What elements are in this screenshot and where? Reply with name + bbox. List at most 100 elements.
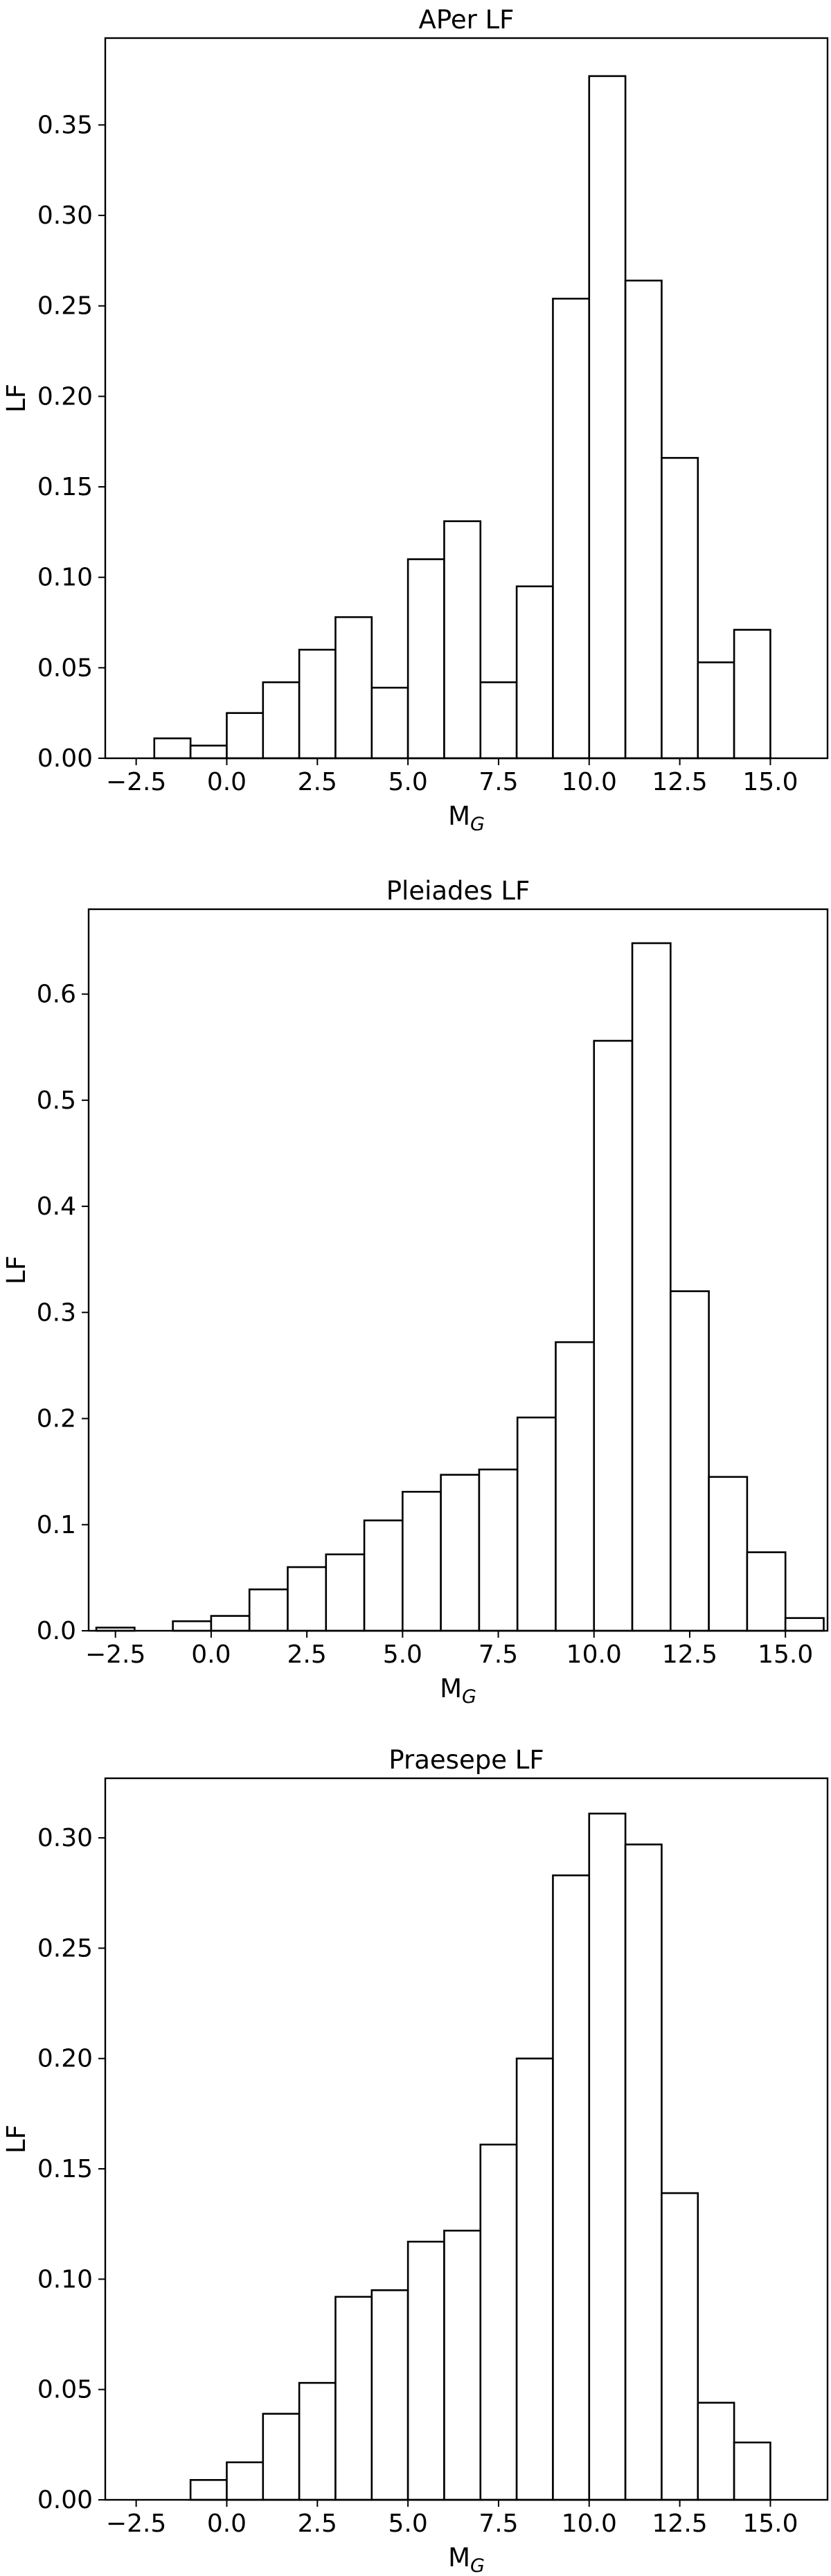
histogram-bar xyxy=(697,2401,735,2501)
x-axis-label: MG xyxy=(440,1674,476,1708)
histogram-bar xyxy=(210,1615,251,1632)
histogram-bar xyxy=(298,648,337,760)
histogram-bar xyxy=(593,1039,634,1632)
x-axis-label: MG xyxy=(448,2543,485,2576)
histogram-bar xyxy=(334,616,373,760)
x-tick-label: 7.5 xyxy=(479,2510,518,2538)
histogram-bar xyxy=(478,1468,519,1632)
histogram-bar xyxy=(406,558,445,760)
histogram-bar xyxy=(708,1476,749,1632)
y-tick-label: 0.05 xyxy=(37,654,93,682)
y-tick-label: 0.25 xyxy=(37,1934,93,1962)
histogram-bar xyxy=(248,1588,289,1632)
histogram-bar xyxy=(440,1474,481,1632)
histogram-bar xyxy=(631,942,672,1632)
y-tick-label: 0.00 xyxy=(37,2486,93,2514)
y-tick-label: 0.30 xyxy=(37,202,93,230)
x-tick-label: 5.0 xyxy=(383,1640,422,1669)
histogram-bar xyxy=(153,737,192,760)
y-axis-label: LF xyxy=(1,2125,31,2154)
x-tick-label: 10.0 xyxy=(566,1640,622,1669)
histogram-bar xyxy=(262,2413,301,2501)
histogram-bar xyxy=(402,1490,442,1632)
y-tick-label: 0.0 xyxy=(37,1617,76,1645)
x-tick-label: 0.0 xyxy=(207,768,247,796)
histogram-bar xyxy=(746,1551,787,1632)
histogram-bar xyxy=(189,2479,228,2501)
histogram-bar xyxy=(733,2441,771,2501)
x-tick-label: 10.0 xyxy=(562,2510,617,2538)
x-tick-label: −2.5 xyxy=(85,1640,145,1669)
x-tick-label: 15.0 xyxy=(742,2510,798,2538)
y-tick-label: 0.4 xyxy=(37,1192,76,1221)
y-tick-label: 0.05 xyxy=(37,2376,93,2404)
x-tick-label: 2.5 xyxy=(298,2510,337,2538)
histogram-bar xyxy=(624,279,663,760)
x-tick-label: −2.5 xyxy=(106,2510,166,2538)
histogram-bar xyxy=(443,2229,482,2501)
histogram-bar xyxy=(588,1812,627,2501)
y-tick-label: 0.15 xyxy=(37,2155,93,2183)
y-tick-label: 0.2 xyxy=(37,1405,76,1433)
x-tick-label: 5.0 xyxy=(388,2510,427,2538)
x-tick-label: 12.5 xyxy=(652,768,708,796)
x-axis-label: MG xyxy=(448,801,485,835)
y-tick-label: 0.5 xyxy=(37,1086,76,1115)
histogram-bar xyxy=(479,2143,518,2501)
histogram-bar xyxy=(406,2240,445,2501)
chart-panel-1: −2.5 0.0 2.5 5.0 7.5 10.0 12.5 15.0 0.00 0.05 0.10… xyxy=(1,5,829,835)
histogram-bar xyxy=(552,1874,591,2501)
histogram-bar xyxy=(515,585,554,760)
histogram-bar xyxy=(555,1341,596,1632)
x-tick-label: −2.5 xyxy=(106,768,166,796)
x-tick-label: 5.0 xyxy=(388,768,427,796)
y-tick-label: 0.6 xyxy=(37,981,76,1009)
histogram-bar xyxy=(670,1290,710,1632)
histogram-bar xyxy=(172,1620,213,1632)
chart-panel-2: −2.5 0.0 2.5 5.0 7.5 10.0 12.5 15.0 0.0 0.1 0.2 0.3… xyxy=(1,876,829,1708)
x-tick-label: 7.5 xyxy=(479,768,518,796)
histogram-bar xyxy=(334,2296,373,2501)
histogram-bar xyxy=(298,2381,337,2501)
x-tick-label: 2.5 xyxy=(298,768,337,796)
histogram-bar xyxy=(661,456,699,760)
chart-panel-3: −2.5 0.0 2.5 5.0 7.5 10.0 12.5 15.0 0.00 0.05 0.10… xyxy=(1,1745,829,2576)
histogram-bar xyxy=(479,681,518,760)
y-tick-label: 0.3 xyxy=(37,1298,76,1327)
histogram-bar xyxy=(189,744,228,760)
chart-title: APer LF xyxy=(419,5,515,35)
histogram-bar xyxy=(661,2192,699,2501)
x-tick-label: 12.5 xyxy=(652,2510,708,2538)
x-tick-label: 0.0 xyxy=(191,1640,231,1669)
x-tick-label: 15.0 xyxy=(742,768,798,796)
axes-frame xyxy=(104,37,829,760)
x-tick-label: 10.0 xyxy=(562,768,617,796)
x-tick-label: 0.0 xyxy=(207,2510,247,2538)
y-tick-label: 0.20 xyxy=(37,382,93,411)
histogram-bar xyxy=(226,2461,265,2501)
histogram-bar xyxy=(784,1617,825,1632)
chart-title: Pleiades LF xyxy=(386,876,530,906)
x-tick-label: 2.5 xyxy=(287,1640,326,1669)
y-tick-label: 0.30 xyxy=(37,1824,93,1852)
y-tick-label: 0.25 xyxy=(37,292,93,321)
y-tick-label: 0.15 xyxy=(37,473,93,501)
y-tick-label: 0.10 xyxy=(37,564,93,592)
histogram-bar xyxy=(287,1566,328,1632)
histogram-bar xyxy=(697,661,735,760)
histogram-bar xyxy=(325,1553,366,1632)
x-tick-label: 15.0 xyxy=(758,1640,813,1669)
x-tick-label: 12.5 xyxy=(662,1640,717,1669)
y-tick-label: 0.00 xyxy=(37,744,93,773)
chart-title: Praesepe LF xyxy=(388,1745,544,1775)
y-tick-label: 0.1 xyxy=(37,1511,76,1539)
histogram-bar xyxy=(552,297,591,760)
y-axis-label: LF xyxy=(1,1255,31,1285)
histogram-bar xyxy=(370,2289,409,2501)
histogram-bar xyxy=(370,686,409,760)
histogram-bar xyxy=(515,2057,554,2501)
axes-frame xyxy=(104,1777,829,2501)
histogram-bar xyxy=(262,681,301,760)
histogram-bar xyxy=(226,712,265,760)
